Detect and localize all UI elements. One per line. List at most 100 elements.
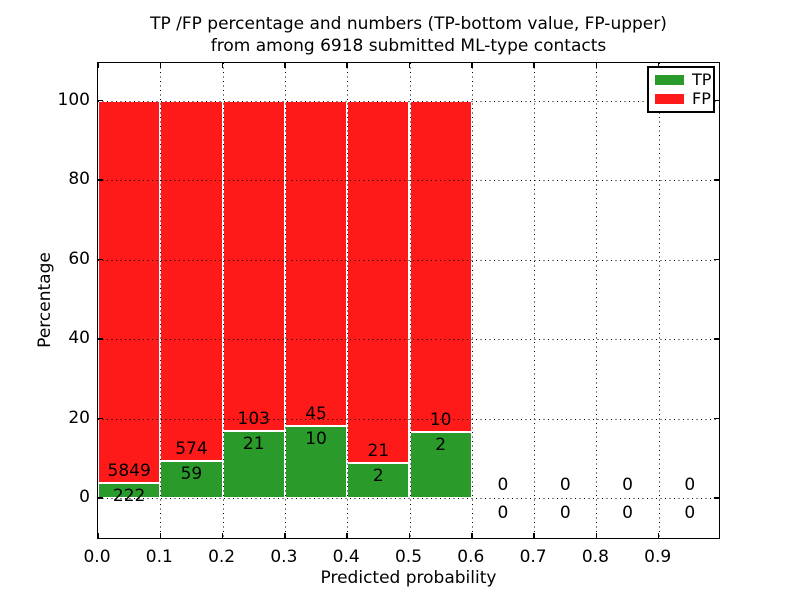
x-tick-label: 0.6 — [457, 547, 485, 567]
v-gridline — [222, 63, 224, 538]
x-tick-mark-top — [159, 63, 162, 68]
bar-segment-tp — [222, 430, 285, 498]
x-tick-label: 0.8 — [581, 547, 609, 567]
x-tick-mark — [595, 533, 598, 538]
bar-segment-tp — [98, 483, 161, 498]
y-tick-mark-right — [714, 497, 719, 499]
y-tick-mark — [98, 99, 103, 102]
tp-count-label: 2 — [435, 434, 447, 455]
v-gridline — [596, 63, 598, 538]
x-tick-mark-top — [346, 63, 348, 68]
fp-count-label: 21 — [367, 441, 390, 462]
v-gridline — [347, 63, 349, 538]
x-tick-label: 0.2 — [208, 547, 236, 567]
tp-count-label: 0 — [559, 503, 571, 523]
y-tick-label: 40 — [68, 328, 90, 348]
chart-title: TP /FP percentage and numbers (TP-bottom… — [97, 13, 720, 57]
y-tick-label: 100 — [57, 89, 90, 110]
fp-count-label: 103 — [237, 408, 270, 429]
x-tick-mark — [408, 533, 411, 538]
fp-count-label: 0 — [559, 475, 571, 495]
bar-segment-fp — [409, 100, 472, 432]
bar-segment-fp — [222, 100, 285, 431]
v-gridline — [471, 63, 473, 538]
tp-count-label: 0 — [497, 503, 509, 523]
bar-segment-fp — [98, 100, 161, 484]
bar-segment-fp — [284, 100, 348, 426]
bar-segment-tp — [284, 425, 348, 498]
chart-title-line1: TP /FP percentage and numbers (TP-bottom… — [150, 14, 667, 34]
legend: TP FP — [647, 66, 715, 113]
y-tick-mark — [98, 179, 103, 181]
x-tick-mark — [533, 533, 535, 538]
x-axis-label: Predicted probability — [320, 568, 497, 588]
h-gridline — [98, 339, 719, 340]
v-gridline — [658, 63, 660, 538]
bar-segment-tp — [160, 460, 223, 498]
x-tick-mark — [284, 533, 286, 538]
x-tick-label: 0.9 — [644, 547, 672, 567]
y-tick-mark — [98, 258, 103, 261]
x-tick-mark-top — [471, 63, 473, 68]
x-tick-label: 0.1 — [145, 547, 173, 567]
fp-count-label: 0 — [684, 475, 696, 495]
fp-count-label: 0 — [622, 475, 633, 495]
tp-count-label: 0 — [622, 503, 633, 523]
x-tick-mark — [221, 533, 224, 538]
x-tick-mark-top — [284, 63, 286, 68]
x-tick-mark — [657, 533, 660, 538]
x-tick-mark-top — [657, 63, 660, 68]
fp-count-label: 10 — [429, 409, 452, 430]
x-tick-mark-top — [533, 63, 535, 68]
h-gridline — [98, 100, 719, 102]
y-tick-mark-right — [714, 417, 719, 420]
x-tick-label: 0.3 — [270, 547, 298, 567]
bar-segment-fp — [160, 100, 223, 461]
legend-row-fp: FP — [655, 90, 711, 107]
x-tick-label: 0.5 — [394, 547, 423, 567]
fp-color-swatch — [655, 93, 684, 104]
x-tick-mark — [346, 533, 348, 538]
v-gridline — [160, 63, 162, 538]
fp-count-label: 5849 — [107, 461, 151, 482]
y-tick-mark-right — [714, 99, 719, 102]
y-tick-mark — [98, 417, 103, 420]
h-gridline — [98, 259, 719, 261]
fp-count-label: 574 — [175, 438, 208, 459]
y-tick-label: 20 — [68, 407, 90, 428]
fp-count-label: 0 — [497, 475, 509, 495]
h-gridline — [98, 418, 719, 420]
y-tick-label: 60 — [68, 248, 90, 269]
x-tick-mark — [97, 533, 99, 538]
tp-count-label: 59 — [180, 463, 203, 484]
h-gridline — [98, 180, 719, 181]
y-tick-mark-right — [714, 258, 719, 261]
y-tick-label: 80 — [68, 169, 90, 189]
v-gridline — [284, 63, 286, 538]
x-tick-mark-top — [97, 63, 99, 68]
x-tick-label: 0.4 — [332, 547, 360, 567]
x-tick-label: 0.0 — [83, 547, 111, 567]
legend-label-fp: FP — [692, 88, 711, 108]
y-tick-mark — [98, 497, 103, 499]
v-gridline — [534, 63, 536, 538]
plot-area: 5849 222 574 59 103 21 45 10 21 2 10 2 0 0 0 0 0 0 0 0 — [97, 62, 720, 539]
fp-count-label: 45 — [305, 403, 327, 424]
tp-color-swatch — [655, 75, 684, 86]
x-tick-mark-top — [221, 63, 224, 68]
legend-row-tp: TP — [655, 72, 711, 88]
h-gridline — [98, 498, 719, 499]
y-tick-mark-right — [714, 179, 719, 181]
v-gridline — [409, 63, 411, 538]
x-tick-mark — [159, 533, 162, 538]
legend-label-tp: TP — [692, 70, 712, 90]
x-tick-mark-top — [408, 63, 411, 68]
x-tick-mark-top — [595, 63, 598, 68]
y-tick-mark-right — [714, 338, 719, 340]
tp-count-label: 0 — [684, 503, 696, 523]
tp-count-label: 2 — [372, 466, 384, 487]
tp-count-label: 10 — [305, 428, 327, 449]
bar-segment-fp — [347, 100, 410, 464]
tp-count-label: 21 — [242, 433, 265, 454]
